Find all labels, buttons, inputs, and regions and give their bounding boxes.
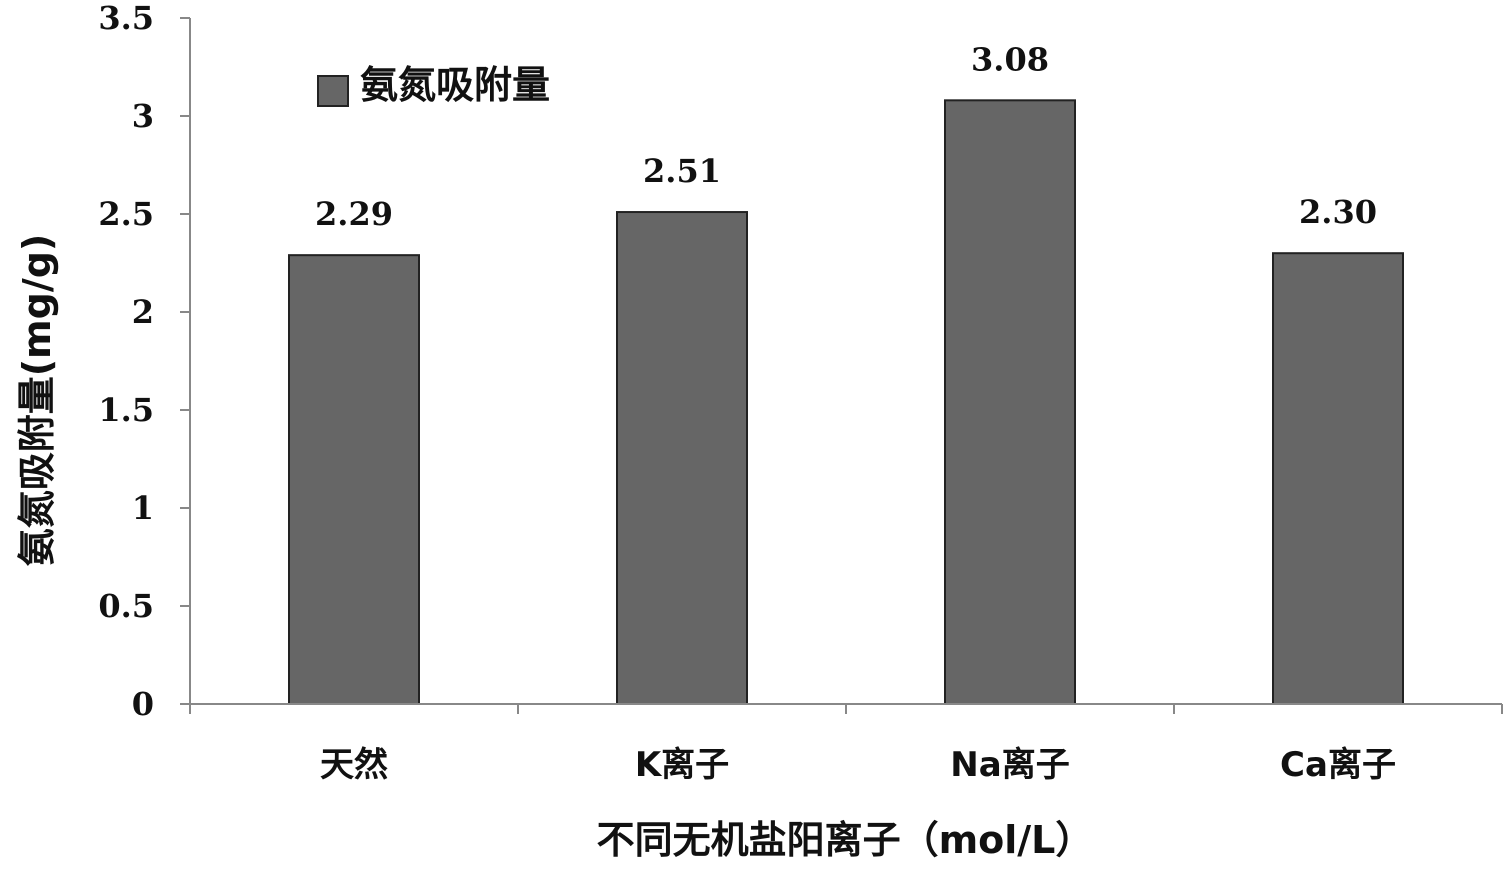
x-tick-label: Na离子 [950,745,1069,785]
y-tick-label: 1 [132,489,154,527]
data-label: 2.30 [1299,193,1377,231]
x-tick-label: 天然 [320,745,388,785]
y-tick-label: 0.5 [98,587,154,625]
x-tick-label: Ca离子 [1280,745,1396,785]
y-axis-title: 氨氮吸附量(mg/g) [15,234,59,567]
bars: 2.29 2.51 3.08 2.30 [289,40,1403,704]
bar [1273,253,1403,704]
x-axis-title: 不同无机盐阳离子（mol/L） [597,818,1094,862]
legend: 氨氮吸附量 [318,63,550,107]
y-tick-label: 3 [132,97,154,135]
legend-swatch [318,76,348,106]
data-label: 3.08 [971,40,1049,78]
x-axis-categories: 天然 K离子 Na离子 Ca离子 [190,704,1502,785]
data-label: 2.29 [315,195,393,233]
bar [617,212,747,704]
y-tick-label: 2.5 [98,195,154,233]
bar [945,100,1075,704]
y-tick-label: 1.5 [98,391,154,429]
y-axis-ticks: 0 0.5 1 1.5 2 2.5 3 3.5 [98,0,190,723]
y-tick-label: 0 [132,685,154,723]
data-label: 2.51 [643,152,721,190]
y-tick-label: 3.5 [98,0,154,37]
bar [289,255,419,704]
x-tick-label: K离子 [635,745,729,785]
y-tick-label: 2 [132,293,154,331]
legend-label: 氨氮吸附量 [360,63,550,107]
